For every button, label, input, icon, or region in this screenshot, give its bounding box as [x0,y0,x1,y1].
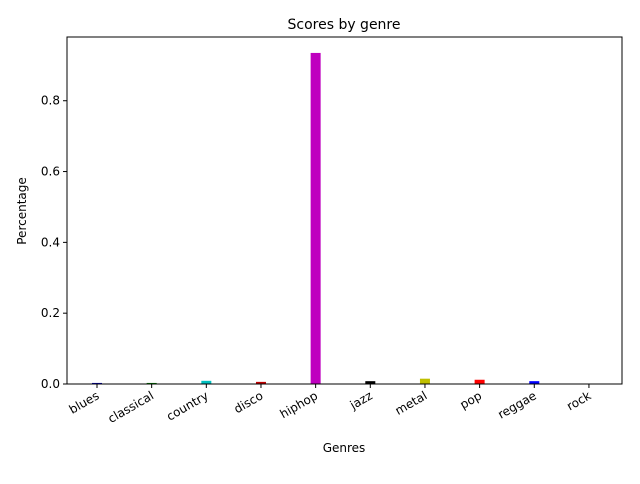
x-tick-label-country: country [164,388,211,423]
y-tick-label: 0.8 [41,94,60,108]
x-tick-label-metal: metal [393,388,430,417]
x-tick-label-disco: disco [231,388,265,416]
y-tick-label: 0.0 [41,377,60,391]
x-axis-label: Genres [323,441,366,455]
x-tick-label-blues: blues [67,388,102,416]
x-tick-label-rock: rock [564,388,593,413]
bars-group [92,53,594,384]
bar-metal [420,379,430,384]
y-tick-label: 0.4 [41,235,60,249]
chart-title: Scores by genre [287,17,400,33]
bar-hiphop [311,53,321,384]
bar-pop [475,380,485,384]
y-axis-label: Percentage [15,177,29,245]
plot-frame [67,37,622,384]
x-tick-label-jazz: jazz [347,388,375,412]
x-tick-label-classical: classical [105,388,156,425]
x-tick-label-reggae: reggae [495,388,538,421]
x-tick-label-hiphop: hiphop [278,388,321,421]
y-tick-label: 0.6 [41,165,60,179]
x-axis: bluesclassicalcountry disco hiphop jazz meta… [67,384,594,426]
x-tick-label-pop: pop [458,388,485,411]
y-tick-label: 0.2 [41,306,60,320]
y-axis: 0.0 0.2 0.4 0.6 0.8 [41,94,67,391]
